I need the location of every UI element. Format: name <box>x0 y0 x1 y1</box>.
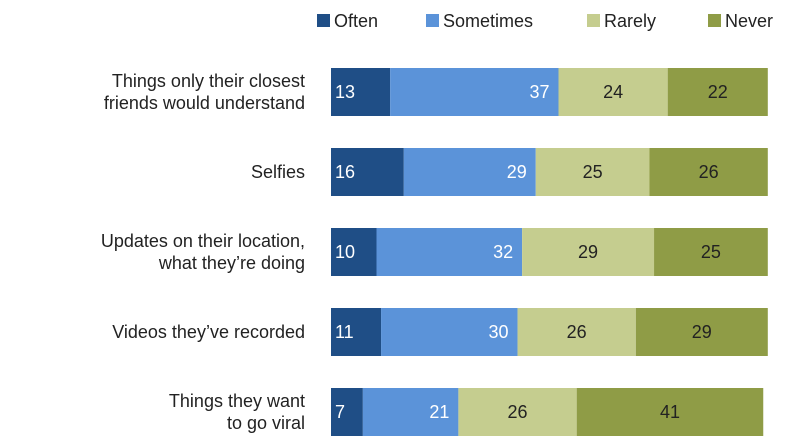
data-label-never: 26 <box>699 162 719 182</box>
bar-segment-never <box>635 308 768 356</box>
bar-segment-sometimes <box>362 388 459 436</box>
bar-segment-rarely <box>458 388 577 436</box>
legend-swatch-never <box>708 14 721 27</box>
legend-item-often: Often <box>317 11 378 31</box>
category-label-line: to go viral <box>227 413 305 433</box>
bar-segment-often <box>331 148 404 196</box>
bar-segment-often <box>331 388 363 436</box>
bar-segment-sometimes <box>390 68 559 116</box>
legend-label-often: Often <box>334 11 378 31</box>
bar-segment-often <box>331 308 382 356</box>
bar-segment-never <box>654 228 768 276</box>
bar-segment-sometimes <box>403 148 536 196</box>
data-label-often: 11 <box>335 322 354 342</box>
data-label-never: 41 <box>660 402 680 422</box>
bar-row: 16 29 25 26 <box>331 148 768 196</box>
bar-segment-rarely <box>522 228 655 276</box>
legend-item-sometimes: Sometimes <box>426 11 533 31</box>
data-label-never: 22 <box>708 82 728 102</box>
data-label-often: 13 <box>335 82 355 102</box>
legend-item-rarely: Rarely <box>587 11 656 31</box>
data-label-sometimes: 21 <box>429 402 449 422</box>
data-label-never: 25 <box>701 242 721 262</box>
bar-segment-sometimes <box>381 308 518 356</box>
data-label-rarely: 24 <box>603 82 623 102</box>
legend-swatch-often <box>317 14 330 27</box>
data-label-often: 7 <box>335 402 345 422</box>
data-label-rarely: 26 <box>567 322 587 342</box>
category-label: Selfies <box>251 162 305 182</box>
category-label: Things they want to go viral <box>169 391 305 433</box>
bar-row: 11 30 26 29 <box>331 308 768 356</box>
bar-segment-rarely <box>517 308 636 356</box>
data-label-sometimes: 32 <box>493 242 513 262</box>
legend-swatch-sometimes <box>426 14 439 27</box>
category-label-line: Selfies <box>251 162 305 182</box>
bar-row: 7 21 26 41 <box>331 388 764 436</box>
bar-row: 10 32 29 25 <box>331 228 768 276</box>
category-label-line: what they’re doing <box>158 253 305 273</box>
category-label-line: Things only their closest <box>112 71 305 91</box>
category-label-line: friends would understand <box>104 93 305 113</box>
legend: Often Sometimes Rarely Never <box>317 11 773 31</box>
bar-segment-rarely <box>558 68 668 116</box>
category-label-line: Things they want <box>169 391 305 411</box>
bar-segment-never <box>576 388 764 436</box>
legend-label-rarely: Rarely <box>604 11 656 31</box>
data-label-rarely: 26 <box>508 402 528 422</box>
data-label-often: 10 <box>335 242 355 262</box>
bar-segment-often <box>331 68 391 116</box>
data-label-rarely: 29 <box>578 242 598 262</box>
category-label: Updates on their location, what they’re d… <box>101 231 305 273</box>
bar-segment-often <box>331 228 377 276</box>
legend-swatch-rarely <box>587 14 600 27</box>
plot-area: 13 37 24 22 16 29 25 26 10 32 29 25 11 30 26 29 7 21 26 41 <box>331 68 768 436</box>
legend-label-never: Never <box>725 11 773 31</box>
category-label: Things only their closest friends would u… <box>104 71 305 113</box>
bar-segment-never <box>649 148 768 196</box>
legend-label-sometimes: Sometimes <box>443 11 533 31</box>
category-labels: Things only their closest friends would u… <box>101 71 305 433</box>
category-label-line: Videos they’ve recorded <box>112 322 305 342</box>
category-label: Videos they’ve recorded <box>112 322 305 342</box>
data-label-never: 29 <box>692 322 712 342</box>
data-label-sometimes: 37 <box>529 82 549 102</box>
data-label-rarely: 25 <box>583 162 603 182</box>
bar-row: 13 37 24 22 <box>331 68 768 116</box>
legend-item-never: Never <box>708 11 773 31</box>
bar-segment-rarely <box>535 148 650 196</box>
data-label-sometimes: 29 <box>507 162 527 182</box>
bar-segment-never <box>667 68 768 116</box>
data-label-often: 16 <box>335 162 355 182</box>
bar-segment-sometimes <box>376 228 523 276</box>
category-label-line: Updates on their location, <box>101 231 305 251</box>
data-label-sometimes: 30 <box>489 322 509 342</box>
